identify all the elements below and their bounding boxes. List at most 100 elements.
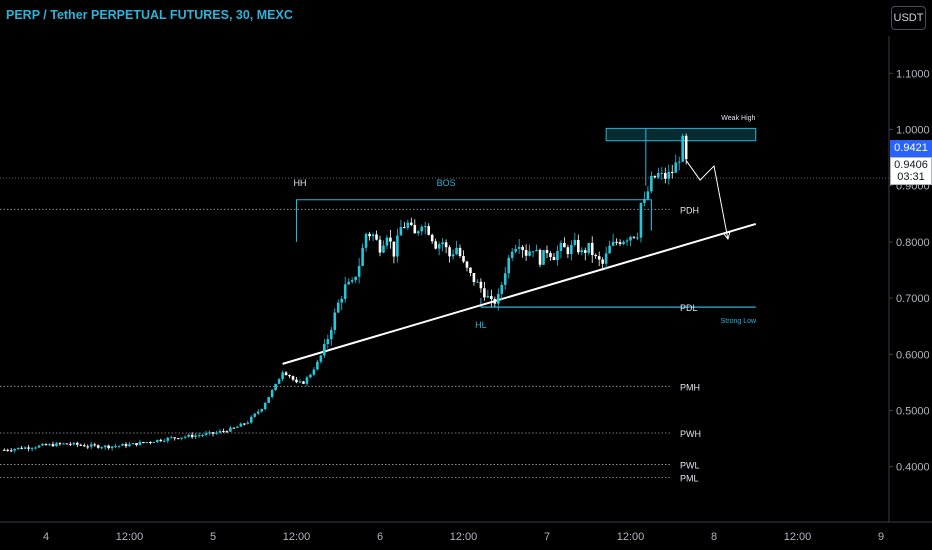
candle-body xyxy=(183,436,187,438)
candle-body xyxy=(295,379,298,383)
trendline xyxy=(282,222,757,365)
candle-body xyxy=(444,242,448,248)
candle-body xyxy=(260,409,264,412)
candle-body xyxy=(389,237,392,242)
candle-body xyxy=(465,261,469,268)
currency-button[interactable]: USDT xyxy=(891,6,926,30)
candle-body xyxy=(493,299,497,304)
candle-body xyxy=(399,227,403,236)
candle-body xyxy=(243,423,246,425)
candle-body xyxy=(514,248,517,252)
candle-body xyxy=(524,250,528,256)
candle-body xyxy=(483,288,486,298)
x-tick-label: 12:00 xyxy=(450,531,478,543)
candle-body xyxy=(451,254,455,257)
candle-body xyxy=(636,237,639,239)
candle-body xyxy=(583,250,587,253)
candle-body xyxy=(545,250,549,254)
candle-body xyxy=(510,251,514,258)
candle-body xyxy=(663,172,667,179)
candle-body xyxy=(566,247,570,255)
candle-body xyxy=(667,171,671,179)
candle-body xyxy=(329,330,333,340)
candle-body xyxy=(34,447,37,449)
candle-body xyxy=(604,253,608,264)
candle-body xyxy=(169,437,173,439)
candle-body xyxy=(632,236,636,238)
candle-body xyxy=(670,171,674,173)
candle-body xyxy=(323,344,326,356)
bar-countdown: 03:31 xyxy=(897,171,925,183)
candle-body xyxy=(361,247,364,266)
candle-body xyxy=(281,372,284,380)
candle-body xyxy=(430,234,434,242)
candle-body xyxy=(392,241,396,257)
candle-body xyxy=(194,435,197,438)
candle-body xyxy=(6,449,10,451)
candle-body xyxy=(30,448,34,450)
candle-body xyxy=(20,447,23,449)
candle-body xyxy=(507,257,511,274)
candle-body xyxy=(263,402,267,410)
candle-body xyxy=(291,376,295,380)
x-tick-label: 12:00 xyxy=(283,531,311,543)
candle-body xyxy=(232,427,236,429)
candle-body xyxy=(121,444,124,446)
candle-body xyxy=(48,444,51,446)
candle-body xyxy=(479,281,483,289)
candle-body xyxy=(79,444,83,446)
candle-body xyxy=(427,226,431,235)
level-lines: PDH PMH PWH PWL PML PDL xyxy=(0,177,889,483)
candle-body xyxy=(403,227,406,229)
x-tick-label: 4 xyxy=(43,531,49,543)
candle-body xyxy=(580,250,584,253)
chart-title: PERP / Tether PERPETUAL FUTURES, 30, MEX… xyxy=(6,8,293,22)
candle-body xyxy=(145,442,149,444)
candle-body xyxy=(211,432,215,434)
candle-body xyxy=(542,250,545,265)
candle-body xyxy=(472,273,476,283)
candle-body xyxy=(326,339,330,345)
candle-body xyxy=(681,135,684,162)
candle-body xyxy=(357,265,361,277)
candle-body xyxy=(517,246,521,249)
candle-body xyxy=(535,249,538,252)
candle-body xyxy=(594,255,598,257)
mark-price-tag: 0.9406 03:31 xyxy=(890,157,932,185)
candle-body xyxy=(246,422,250,424)
candle-body xyxy=(117,445,121,447)
candle-body xyxy=(650,175,653,192)
x-tick-label: 9 xyxy=(878,531,884,543)
candle-body xyxy=(336,302,340,313)
candle-body xyxy=(347,281,350,285)
candle-body xyxy=(448,247,451,257)
candle-body xyxy=(114,446,117,448)
candle-body xyxy=(469,267,472,274)
candle-body xyxy=(490,296,493,300)
candle-body xyxy=(434,241,437,249)
candle-body xyxy=(618,242,622,245)
candle-body xyxy=(455,247,458,255)
candle-body xyxy=(239,423,243,427)
candle-body xyxy=(152,442,156,444)
annotation-labels: HH BOS HL Weak High Strong Low xyxy=(293,115,757,330)
candle-body xyxy=(305,377,309,384)
candle-body xyxy=(538,249,542,265)
candle-body xyxy=(660,172,664,174)
candle-body xyxy=(180,437,183,439)
candle-body xyxy=(288,374,291,377)
candle-body xyxy=(368,233,371,237)
y-tick-label: 0.5000 xyxy=(896,406,930,418)
candle-body xyxy=(496,293,500,304)
level-label: PDH xyxy=(680,205,699,215)
drawings xyxy=(282,127,757,365)
candle-body xyxy=(396,235,399,257)
candle-body xyxy=(128,444,131,447)
candle-body xyxy=(587,242,591,253)
candle-body xyxy=(176,438,180,440)
candle-body xyxy=(549,253,552,257)
candle-body xyxy=(319,355,323,362)
candle-body xyxy=(420,226,424,232)
x-tick-label: 12:00 xyxy=(617,531,645,543)
